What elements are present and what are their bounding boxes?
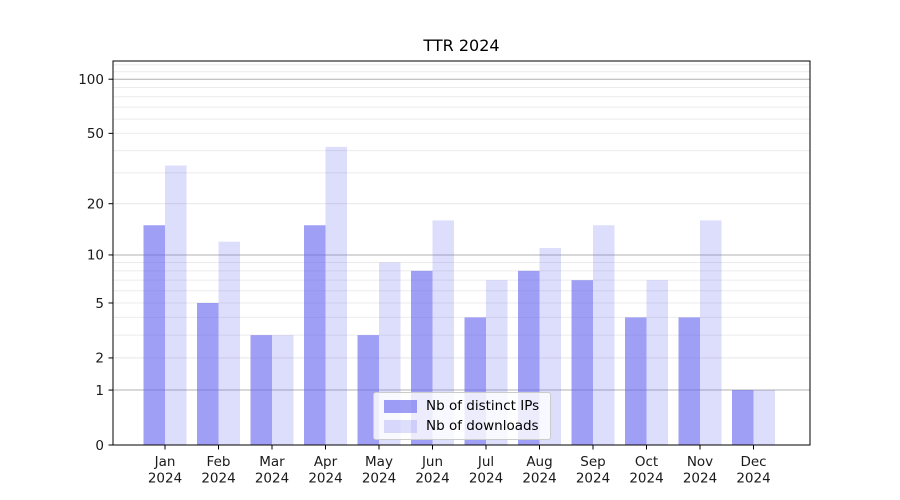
bar-nov-downloads [700, 220, 722, 445]
bar-sep-ips [571, 280, 593, 445]
x-tick-label-month: Sep [580, 454, 605, 470]
legend-swatch-distinct-ips [384, 399, 417, 413]
x-tick-label-year: 2024 [148, 471, 182, 487]
x-tick-label-month: Jul [477, 454, 494, 470]
x-tick-label-year: 2024 [415, 471, 449, 487]
legend-label-distinct-ips: Nb of distinct IPs [426, 398, 540, 414]
x-tick-label-month: Jun [421, 454, 443, 470]
x-tick-label-month: Oct [635, 454, 658, 470]
bar-feb-ips [197, 302, 219, 445]
legend-item-distinct-ips: Nb of distinct IPs [384, 398, 539, 414]
bar-mar-downloads [272, 335, 294, 445]
y-tick-label: 10 [87, 248, 104, 264]
bar-jan-downloads [165, 165, 187, 445]
x-tick-label-month: Dec [740, 454, 766, 470]
x-tick-label-year: 2024 [683, 471, 717, 487]
x-tick-label-year: 2024 [629, 471, 663, 487]
bar-dec-downloads [753, 390, 775, 445]
x-tick-label-month: Apr [314, 454, 338, 470]
y-tick-label: 100 [78, 72, 104, 88]
x-tick-label-month: May [365, 454, 393, 470]
x-tick-label-year: 2024 [576, 471, 610, 487]
bar-jan-ips [143, 225, 165, 445]
bar-jun-downloads [432, 220, 454, 445]
x-tick-label-month: Nov [687, 454, 713, 470]
bar-feb-downloads [218, 241, 240, 445]
y-tick-label: 1 [95, 383, 104, 399]
legend-label-downloads: Nb of downloads [426, 418, 539, 434]
plot-border [112, 60, 811, 446]
y-tick-label: 20 [87, 196, 104, 212]
bar-apr-downloads [325, 146, 347, 445]
x-tick-label-year: 2024 [469, 471, 503, 487]
bar-oct-downloads [646, 280, 668, 445]
bar-mar-ips [250, 335, 272, 445]
x-tick-label-month: Jan [154, 454, 176, 470]
x-tick-label-year: 2024 [522, 471, 556, 487]
legend: Nb of distinct IPs Nb of downloads [373, 392, 552, 440]
x-tick-label-year: 2024 [201, 471, 235, 487]
legend-swatch-downloads [384, 419, 417, 433]
bar-nov-ips [678, 317, 700, 445]
bar-sep-downloads [593, 225, 615, 445]
x-tick-label-year: 2024 [736, 471, 770, 487]
bar-oct-ips [625, 317, 647, 445]
legend-item-downloads: Nb of downloads [384, 418, 539, 434]
x-tick-label-year: 2024 [308, 471, 342, 487]
bar-apr-ips [304, 225, 326, 445]
x-tick-label-year: 2024 [362, 471, 396, 487]
y-tick-label: 0 [95, 438, 104, 454]
x-tick-label-month: Aug [526, 454, 552, 470]
y-tick-label: 2 [95, 351, 104, 367]
y-tick-label: 50 [87, 126, 104, 142]
x-tick-label-month: Mar [259, 454, 285, 470]
chart-title: TTR 2024 [423, 36, 500, 55]
bar-dec-ips [732, 390, 754, 445]
x-tick-label-month: Feb [207, 454, 231, 470]
y-tick-label: 5 [95, 296, 104, 312]
x-tick-label-year: 2024 [255, 471, 289, 487]
